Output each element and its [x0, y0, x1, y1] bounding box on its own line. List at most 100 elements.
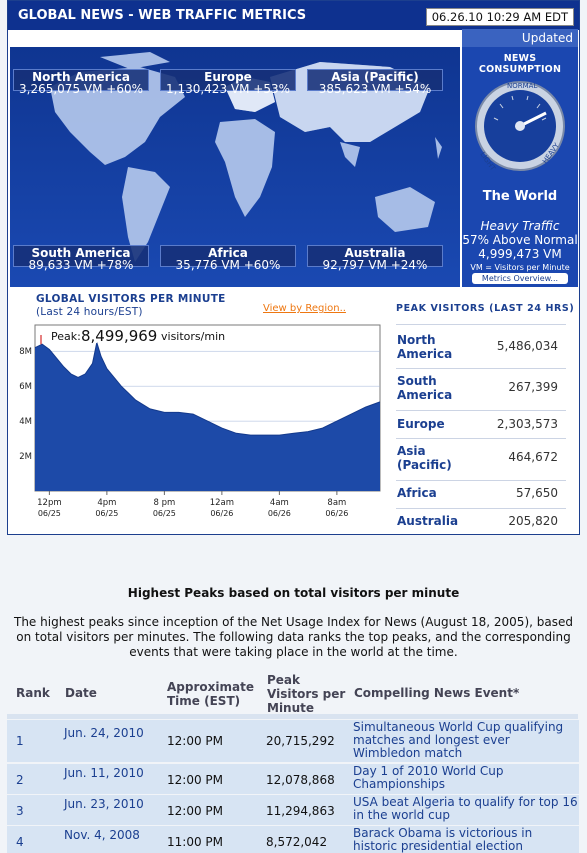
- row-peak: 12,078,868: [266, 773, 335, 787]
- region-stats: 3,265,075 VM +60%: [19, 82, 143, 96]
- news-consumption-panel: NEWS CONSUMPTION NORMAL LIGHT HEAVY The …: [462, 47, 578, 287]
- peak-value: 267,399: [508, 380, 558, 394]
- x-tick-date: 06/26: [268, 509, 291, 518]
- visitors-area: [35, 342, 380, 491]
- visitors-line: [34, 342, 381, 436]
- row-time: 12:00 PM: [167, 734, 223, 748]
- region-stats: 89,633 VM +78%: [28, 258, 134, 272]
- gauge-normal-label: NORMAL: [507, 82, 537, 90]
- updated-badge: Updated: [462, 29, 578, 47]
- col-time-header: Approximate Time (EST): [167, 680, 254, 708]
- peak-region: Europe: [397, 417, 445, 431]
- highest-peaks-heading: Highest Peaks based on total visitors pe…: [127, 586, 460, 600]
- region-australia[interactable]: Australia 92,797 VM +24%: [307, 245, 443, 271]
- peak-prefix: Peak:: [51, 330, 81, 343]
- x-tick-date: 06/26: [210, 509, 233, 518]
- table-row: 3 Jun. 23, 2010 12:00 PM 11,294,863 USA …: [7, 795, 579, 825]
- peak-row-africa: Africa 57,650: [396, 480, 566, 508]
- peak-unit: visitors/min: [161, 330, 225, 343]
- row-date: Jun. 23, 2010: [64, 797, 144, 811]
- x-tick-time: 8 pm: [153, 498, 175, 508]
- x-tick-time: 12am: [210, 498, 234, 508]
- widget-title: GLOBAL NEWS - WEB TRAFFIC METRICS: [18, 8, 307, 23]
- traffic-gauge: NORMAL LIGHT HEAVY: [475, 81, 565, 173]
- region-name: Africa: [208, 246, 248, 260]
- y-tick-label: 6M: [19, 382, 32, 392]
- peak-region: Africa: [397, 486, 437, 500]
- peak-region: Asia (Pacific): [397, 444, 452, 472]
- x-tick-time: 12pm: [37, 498, 62, 508]
- row-time: 12:00 PM: [167, 804, 223, 818]
- region-name: Australia: [344, 246, 406, 260]
- region-asia-pacific[interactable]: Asia (Pacific) 385,623 VM +54%: [307, 69, 443, 95]
- col-rank-header: Rank: [16, 686, 50, 700]
- timestamp: 06.26.10 10:29 AM EDT: [425, 8, 574, 26]
- row-date: Jun. 24, 2010: [64, 726, 144, 740]
- y-tick-label: 2M: [19, 452, 32, 462]
- row-rank: 1: [16, 734, 24, 748]
- header-rule: [7, 714, 578, 719]
- metrics-overview-link[interactable]: Metrics Overview...: [472, 273, 568, 284]
- row-peak: 11,294,863: [266, 804, 335, 818]
- col-date-header: Date: [65, 686, 97, 700]
- above-normal: 57% Above Normal: [462, 233, 578, 247]
- peak-value: 205,820: [508, 514, 558, 528]
- x-tick-time: 4pm: [97, 498, 116, 508]
- region-name: South America: [31, 246, 131, 260]
- peak-value: 2,303,573: [496, 417, 558, 431]
- y-axis-ticks: 2M 4M 6M 8M: [19, 347, 32, 462]
- row-time: 12:00 PM: [167, 773, 223, 787]
- row-time: 11:00 PM: [167, 835, 223, 849]
- consumption-title: NEWS CONSUMPTION: [478, 53, 562, 75]
- region-name: Europe: [204, 70, 252, 84]
- region-europe[interactable]: Europe 1,130,423 VM +53%: [160, 69, 296, 95]
- region-north-america[interactable]: North America 3,265,075 VM +60%: [13, 69, 149, 95]
- table-row: 1 Jun. 24, 2010 12:00 PM 20,715,292 Simu…: [7, 720, 579, 762]
- peak-row-north-america: North America 5,486,034: [396, 324, 566, 368]
- region-name: Asia (Pacific): [331, 70, 419, 84]
- x-tick-date: 06/26: [325, 509, 348, 518]
- row-event: Day 1 of 2010 World Cup Championships: [353, 764, 504, 791]
- peak-region: North America: [397, 333, 453, 361]
- region-south-america[interactable]: South America 89,633 VM +78%: [13, 245, 149, 271]
- x-tick-date: 06/25: [38, 509, 61, 518]
- peak-region: Australia: [397, 514, 459, 528]
- row-rank: 4: [16, 835, 24, 849]
- widget-header: GLOBAL NEWS - WEB TRAFFIC METRICS 06.26.…: [8, 1, 579, 30]
- table-row: 2 Jun. 11, 2010 12:00 PM 12,078,868 Day …: [7, 764, 579, 794]
- view-by-region-link[interactable]: View by Region..: [263, 303, 346, 314]
- peak-value: 5,486,034: [496, 339, 558, 353]
- row-date: Jun. 11, 2010: [64, 766, 144, 780]
- col-peak-header: Peak Visitors per Minute: [267, 673, 346, 715]
- x-tick-time: 8am: [327, 498, 346, 508]
- y-tick-label: 4M: [19, 417, 32, 427]
- x-tick-time: 4am: [270, 498, 289, 508]
- traffic-level: Heavy Traffic: [480, 219, 560, 233]
- peak-value: 464,672: [508, 450, 558, 464]
- peak-row-asia-pacific: Asia (Pacific) 464,672: [396, 438, 566, 480]
- row-peak: 8,572,042: [266, 835, 328, 849]
- vm-definition: VM = Visitors per Minute: [470, 263, 570, 272]
- table-row: 4 Nov. 4, 2008 11:00 PM 8,572,042 Barack…: [7, 826, 579, 853]
- peak-row-australia: Australia 205,820: [396, 508, 566, 532]
- row-rank: 3: [16, 804, 24, 818]
- region-africa[interactable]: Africa 35,776 VM +60%: [160, 245, 296, 271]
- region-name: North America: [32, 70, 130, 84]
- intro-paragraph: The highest peaks since inception of the…: [14, 615, 573, 659]
- region-stats: 35,776 VM +60%: [175, 258, 281, 272]
- row-event: USA beat Algeria to qualify for top 16 i…: [353, 795, 578, 822]
- region-stats: 385,623 VM +54%: [318, 82, 432, 96]
- region-stats: 92,797 VM +24%: [322, 258, 428, 272]
- peak-region: South America: [397, 374, 453, 402]
- world-vm-value: 4,999,473 VM: [478, 247, 562, 261]
- peak-value: 8,499,969: [81, 327, 157, 345]
- row-peak: 20,715,292: [266, 734, 335, 748]
- peak-row-europe: Europe 2,303,573: [396, 410, 566, 438]
- consumption-region: The World: [482, 189, 558, 204]
- peak-visitors-title: PEAK VISITORS (LAST 24 HRS): [396, 303, 575, 314]
- row-date: Nov. 4, 2008: [64, 828, 140, 842]
- world-map[interactable]: North America 3,265,075 VM +60% Europe 1…: [10, 47, 460, 287]
